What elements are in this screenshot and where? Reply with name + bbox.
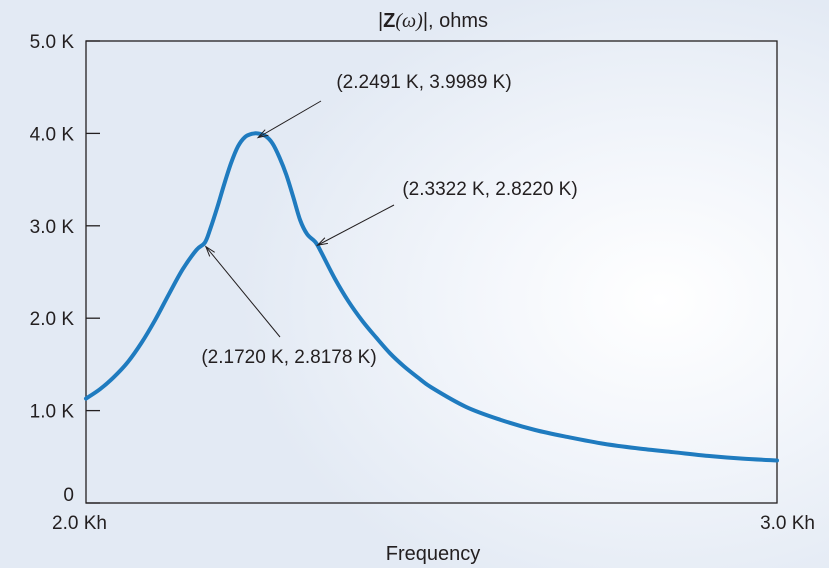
x-tick-label: 3.0 Kh xyxy=(760,513,815,534)
y-tick-label: 1.0 K xyxy=(30,402,75,423)
annotations: (2.2491 K, 3.9989 K) (2.3322 K, 2.8220 K)… xyxy=(201,72,577,368)
y-axis: 0 1.0 K 2.0 K 3.0 K 4.0 K 5.0 K xyxy=(30,32,100,506)
title-bar-left: | xyxy=(378,10,383,32)
y-tick-label: 5.0 K xyxy=(30,32,75,53)
annotation-arrowhead xyxy=(204,245,215,257)
annotation-label: (2.1720 K, 2.8178 K) xyxy=(201,347,376,368)
annotation-leader xyxy=(317,204,395,246)
title-omega: (ω) xyxy=(395,10,423,32)
chart-title: |Z(ω)|, ohms xyxy=(378,10,488,32)
annotation-leader xyxy=(257,100,322,138)
annotation-label: (2.2491 K, 3.9989 K) xyxy=(336,72,511,93)
y-tick-label: 0 xyxy=(63,485,74,506)
title-z: Z xyxy=(383,10,395,32)
annotation-leader xyxy=(205,246,281,338)
annotation-arrowhead xyxy=(316,237,328,247)
x-axis: 2.0 Kh 3.0 Kh xyxy=(52,513,815,534)
y-tick-label: 2.0 K xyxy=(30,309,75,330)
annotation-arrowhead xyxy=(256,129,269,139)
y-tick-label: 3.0 K xyxy=(30,217,75,238)
impedance-curve xyxy=(84,131,779,463)
plot-frame xyxy=(85,40,778,504)
x-tick-label: 2.0 Kh xyxy=(52,513,107,534)
title-bar-right: | xyxy=(423,10,428,32)
annotation-label: (2.3322 K, 2.8220 K) xyxy=(402,179,577,200)
x-axis-label: Frequency xyxy=(386,543,481,565)
y-tick-label: 4.0 K xyxy=(30,124,75,145)
title-units: , ohms xyxy=(428,10,488,32)
